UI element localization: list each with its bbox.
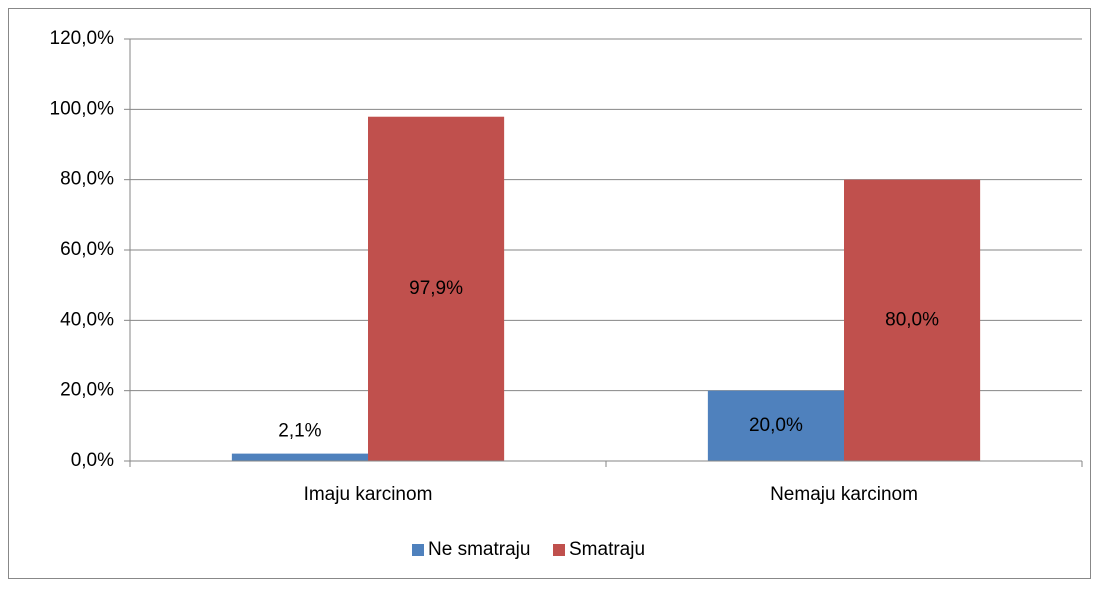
y-tick-label: 40,0% xyxy=(60,309,114,330)
y-tick-label: 20,0% xyxy=(60,380,114,401)
data-label: 80,0% xyxy=(885,309,939,330)
data-label: 2,1% xyxy=(278,421,321,442)
y-tick-label: 60,0% xyxy=(60,239,114,260)
data-label: 97,9% xyxy=(409,278,463,299)
y-tick-label: 120,0% xyxy=(50,28,115,49)
data-label: 20,0% xyxy=(749,415,803,436)
bar xyxy=(844,179,981,461)
bar xyxy=(707,390,844,461)
bar xyxy=(231,453,368,461)
bar xyxy=(368,116,505,462)
legend-label: Smatraju xyxy=(569,539,645,560)
legend-label: Ne smatraju xyxy=(428,539,530,560)
legend-swatch xyxy=(553,544,565,556)
y-tick-label: 100,0% xyxy=(50,98,115,119)
x-tick-label: Nemaju karcinom xyxy=(770,484,918,505)
y-tick-label: 0,0% xyxy=(71,450,114,471)
y-tick-label: 80,0% xyxy=(60,169,114,190)
x-tick-label: Imaju karcinom xyxy=(304,484,433,505)
legend-swatch xyxy=(412,544,424,556)
